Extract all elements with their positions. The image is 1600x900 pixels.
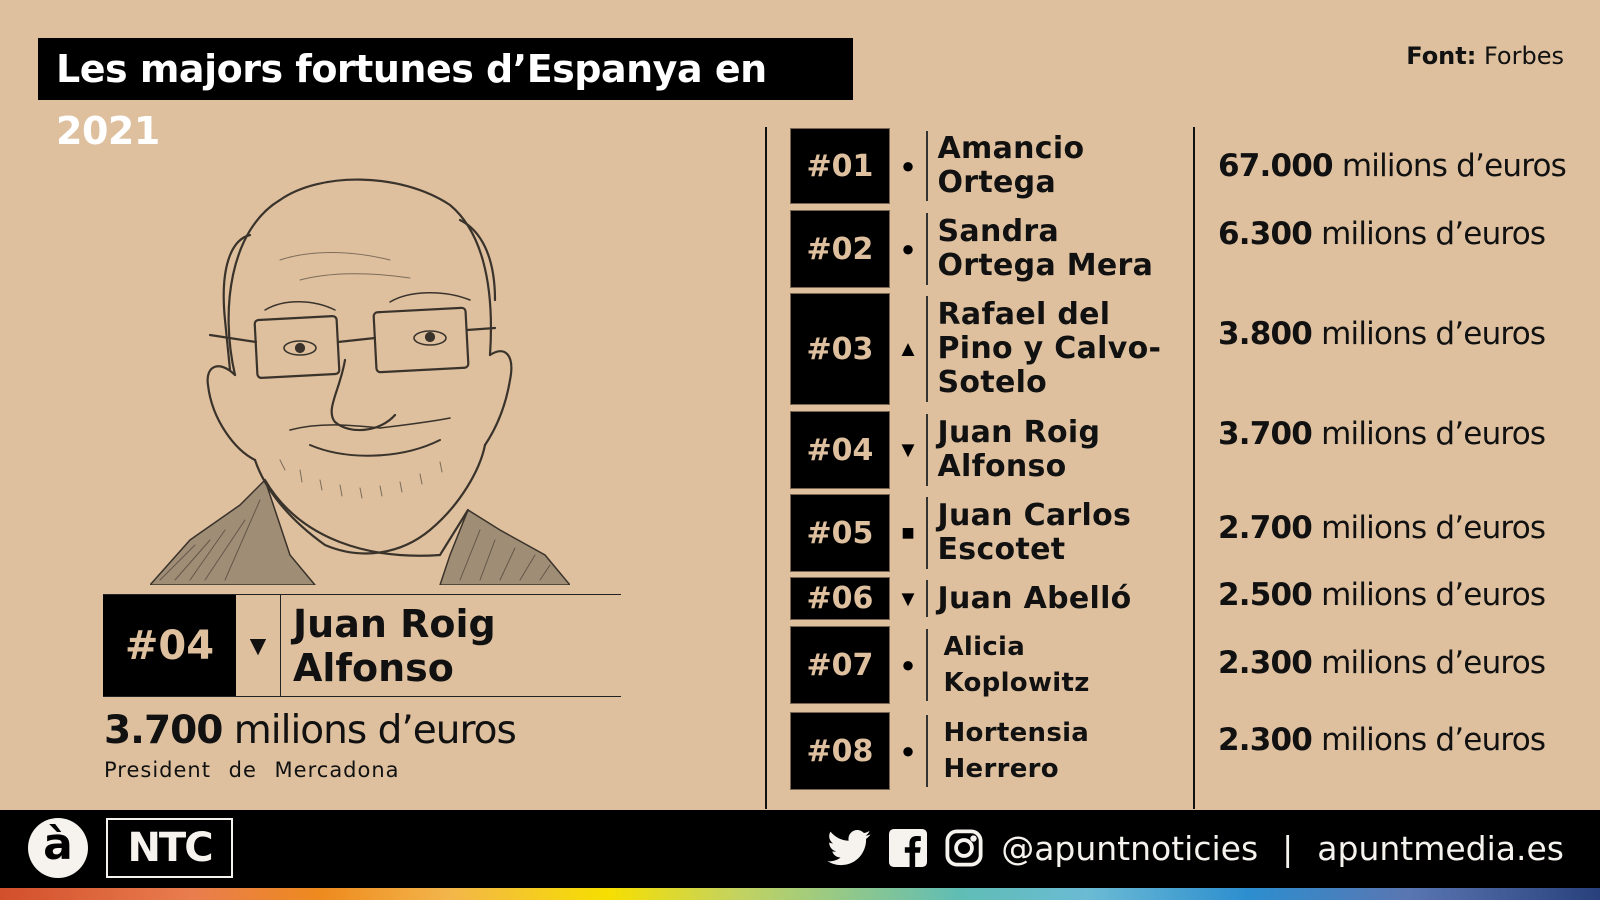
rank-badge: #08	[790, 712, 890, 790]
trend-new-icon: ■	[901, 520, 915, 545]
footer-divider: |	[1282, 828, 1294, 868]
apunt-logo[interactable]: à	[28, 818, 88, 878]
person-name: Juan Abelló	[937, 580, 1132, 616]
row-separator	[926, 213, 928, 285]
amount-unit: milions d’euros	[1321, 416, 1546, 452]
ranking-row: #01 ● Amancio Ortega	[790, 128, 1178, 204]
trend-up-icon: ▲	[897, 336, 919, 361]
amount: 67.000 milions d’euros	[1218, 148, 1567, 184]
rank-badge: #01	[790, 128, 890, 204]
ranking-row: #08 ● Hortensia Herrero	[790, 712, 1178, 790]
amount-unit: milions d’euros	[1341, 148, 1567, 184]
source-value: Forbes	[1483, 42, 1564, 70]
ranking-row: #06 ▼ Juan Abelló	[790, 577, 1178, 620]
twitter-handle[interactable]: @apuntnoticies	[1001, 828, 1259, 868]
amount: 3.800 milions d’euros	[1218, 316, 1546, 352]
amount-value: 2.300	[1218, 722, 1313, 758]
amount-value: 2.500	[1218, 577, 1313, 613]
row-separator	[926, 580, 928, 617]
divider-left	[765, 127, 767, 809]
amount-unit: milions d’euros	[1321, 216, 1546, 252]
person-name: Hortensia Herrero	[943, 718, 1090, 784]
amount: 2.700 milions d’euros	[1218, 510, 1546, 546]
rank-badge: #05	[790, 494, 890, 572]
featured-role: President de Mercadona	[104, 758, 400, 782]
amount-value: 3.700	[1218, 416, 1313, 452]
person-name: Alicia Koplowitz	[943, 632, 1090, 698]
amount-value: 67.000	[1218, 148, 1334, 184]
person-name: Juan Carlos Escotet	[937, 498, 1132, 567]
person-name: Sandra Ortega Mera	[937, 214, 1154, 283]
row-separator	[926, 296, 928, 402]
person-name: Juan Roig Alfonso	[937, 415, 1101, 484]
facebook-icon[interactable]	[889, 829, 928, 867]
row-separator	[926, 414, 928, 486]
page-title: Les majors fortunes d’Espanya en 2021	[38, 38, 853, 153]
amount-unit: milions d’euros	[1321, 577, 1546, 613]
row-separator	[926, 131, 928, 201]
amount: 3.700 milions d’euros	[1218, 416, 1546, 452]
featured-rank: #04	[103, 595, 236, 696]
rank-badge: #04	[790, 411, 890, 489]
ranking-row: #05 ■ Juan Carlos Escotet	[790, 494, 1178, 572]
trend-same-icon: ●	[901, 738, 915, 763]
trend-same-icon: ●	[901, 236, 915, 261]
ntc-logo[interactable]: NTC	[106, 818, 233, 878]
featured-name: Juan Roig Alfonso	[293, 601, 496, 690]
footer-bar	[0, 810, 1600, 888]
rainbow-stripe	[0, 888, 1600, 900]
trend-same-icon: ●	[901, 153, 915, 178]
rank-badge: #02	[790, 210, 890, 288]
amount: 2.500 milions d’euros	[1218, 577, 1546, 613]
trend-down-icon: ▼	[897, 585, 919, 611]
featured-amount-value: 3.700	[104, 708, 223, 753]
twitter-icon[interactable]	[827, 830, 871, 866]
website-link[interactable]: apuntmedia.es	[1317, 828, 1564, 868]
portrait-illustration	[150, 178, 570, 585]
amount-value: 2.700	[1218, 510, 1313, 546]
featured-person-card: #04 ▼ Juan Roig Alfonso	[103, 594, 621, 697]
divider-right	[1193, 127, 1195, 809]
social-links: @apuntnoticies | apuntmedia.es	[827, 822, 1564, 874]
ranking-row: #04 ▼ Juan Roig Alfonso	[790, 411, 1178, 489]
featured-amount-unit: milions d’euros	[233, 708, 517, 753]
amount-unit: milions d’euros	[1321, 510, 1546, 546]
rank-badge: #06	[790, 577, 890, 620]
instagram-icon[interactable]	[945, 829, 983, 867]
amount-unit: milions d’euros	[1321, 645, 1546, 681]
amount-value: 3.800	[1218, 316, 1313, 352]
row-separator	[926, 497, 928, 569]
amount-unit: milions d’euros	[1321, 722, 1546, 758]
trend-same-icon: ●	[901, 652, 915, 677]
ranking-row: #02 ● Sandra Ortega Mera	[790, 210, 1178, 288]
amount: 2.300 milions d’euros	[1218, 645, 1546, 681]
person-name: Amancio Ortega	[937, 131, 1085, 200]
row-separator	[926, 715, 928, 787]
featured-amount: 3.700 milions d’euros	[104, 708, 517, 753]
source-label: Font:	[1406, 42, 1477, 70]
amount-value: 2.300	[1218, 645, 1313, 681]
person-name: Rafael del Pino y Calvo-Sotelo	[937, 297, 1162, 400]
rank-badge: #07	[790, 626, 890, 704]
amount: 2.300 milions d’euros	[1218, 722, 1546, 758]
ranking-row: #07 ● Alicia Koplowitz	[790, 626, 1178, 704]
trend-down-icon: ▼	[897, 437, 919, 462]
amount-unit: milions d’euros	[1321, 316, 1546, 352]
trend-down-icon: ▼	[236, 595, 281, 696]
row-separator	[926, 629, 928, 701]
rank-badge: #03	[790, 293, 890, 405]
amount: 6.300 milions d’euros	[1218, 216, 1546, 252]
amount-value: 6.300	[1218, 216, 1313, 252]
ranking-row: #03 ▲ Rafael del Pino y Calvo-Sotelo	[790, 293, 1178, 405]
source-credit: Font: Forbes	[1406, 42, 1564, 70]
